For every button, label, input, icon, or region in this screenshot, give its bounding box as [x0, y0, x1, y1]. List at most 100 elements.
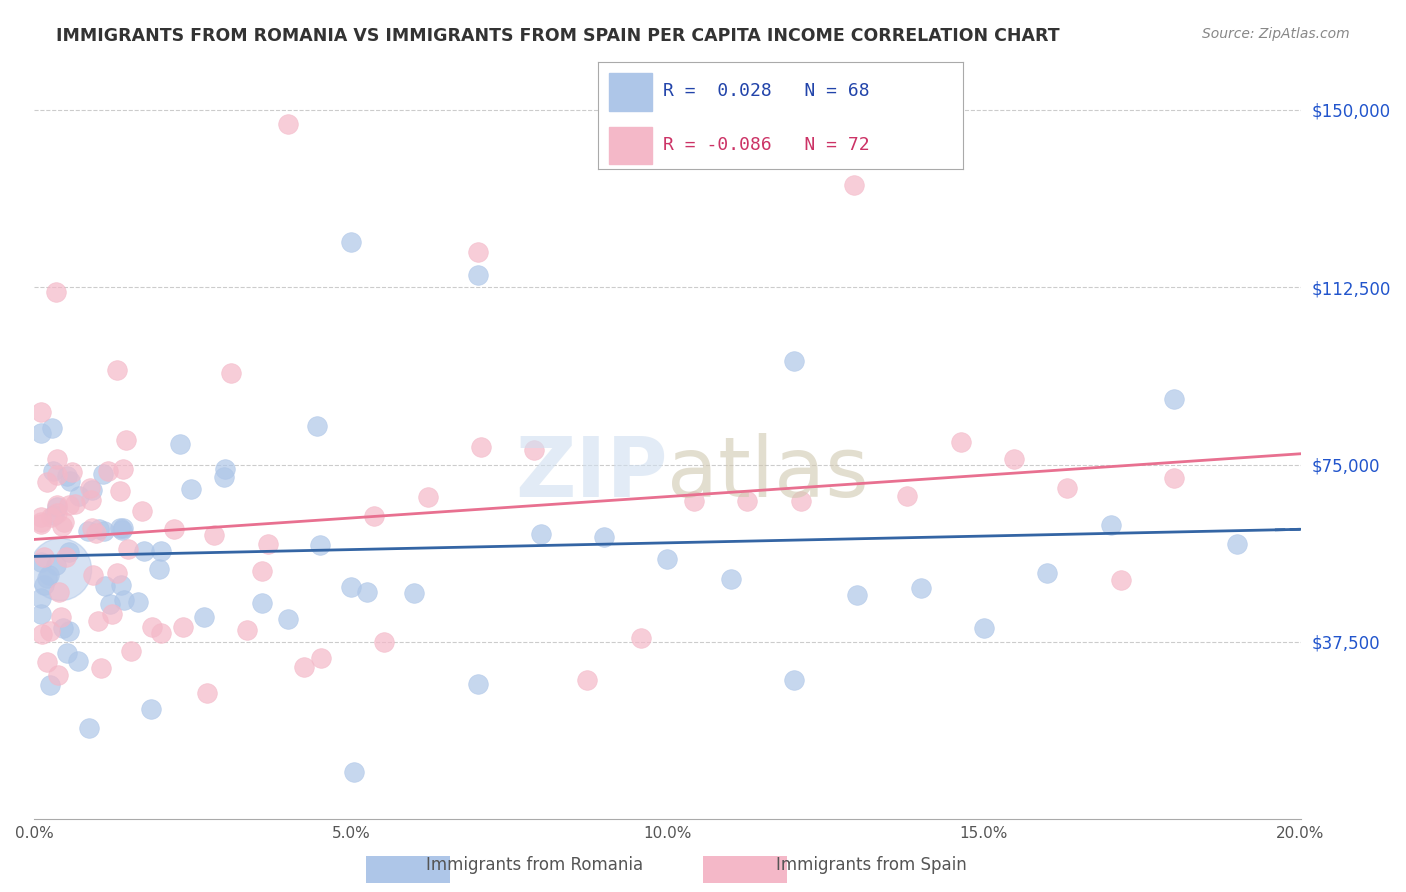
Point	[790, 494, 813, 508]
Point	[105, 566, 128, 580]
Point	[108, 483, 131, 498]
Point	[56, 469, 79, 483]
Point	[131, 504, 153, 518]
Point	[530, 527, 553, 541]
Point	[30, 515, 52, 529]
Point	[193, 610, 215, 624]
Point	[180, 482, 202, 496]
Point	[63, 497, 86, 511]
Text: R = -0.086   N = 72: R = -0.086 N = 72	[664, 136, 870, 153]
Point	[42, 464, 65, 478]
Point	[141, 620, 163, 634]
Point	[91, 467, 114, 481]
Point	[294, 659, 316, 673]
Point	[309, 651, 332, 665]
Point	[105, 363, 128, 377]
Point	[842, 178, 865, 193]
Point	[86, 614, 108, 628]
Point	[305, 419, 328, 434]
Point	[195, 686, 218, 700]
Point	[82, 483, 104, 497]
Point	[58, 545, 80, 559]
Text: atlas: atlas	[668, 433, 869, 514]
Point	[214, 469, 236, 483]
Point	[110, 578, 132, 592]
Point	[67, 489, 90, 503]
Point	[343, 765, 366, 780]
Point	[37, 656, 59, 670]
Point	[60, 465, 83, 479]
Point	[80, 493, 103, 508]
Point	[38, 568, 60, 582]
Point	[30, 555, 52, 569]
Point	[58, 624, 80, 638]
Point	[46, 468, 69, 483]
Point	[117, 541, 139, 556]
Point	[467, 244, 489, 259]
Point	[356, 585, 378, 599]
Point	[309, 538, 332, 552]
Point	[148, 562, 170, 576]
Point	[45, 451, 67, 466]
Point	[1036, 566, 1059, 580]
Point	[593, 530, 616, 544]
Point	[467, 677, 489, 691]
Point	[46, 506, 69, 520]
Point	[30, 426, 52, 441]
Point	[35, 475, 58, 490]
Point	[30, 405, 52, 419]
Point	[44, 558, 66, 573]
Point	[111, 523, 134, 537]
Point	[949, 435, 972, 450]
Point	[90, 660, 112, 674]
Point	[56, 647, 79, 661]
Point	[172, 620, 194, 634]
Point	[202, 528, 225, 542]
Point	[467, 268, 489, 283]
Point	[79, 481, 101, 495]
Point	[373, 635, 395, 649]
Point	[576, 673, 599, 687]
Point	[97, 465, 120, 479]
Point	[1056, 481, 1078, 495]
Text: R =  0.028   N = 68: R = 0.028 N = 68	[664, 82, 870, 100]
Point	[523, 443, 546, 458]
Text: IMMIGRANTS FROM ROMANIA VS IMMIGRANTS FROM SPAIN PER CAPITA INCOME CORRELATION C: IMMIGRANTS FROM ROMANIA VS IMMIGRANTS FR…	[56, 27, 1060, 45]
Point	[51, 519, 73, 533]
Point	[1163, 471, 1185, 485]
Point	[783, 673, 806, 687]
Point	[100, 607, 122, 621]
Point	[115, 433, 138, 447]
Point	[896, 489, 918, 503]
Point	[58, 498, 80, 512]
Point	[132, 544, 155, 558]
Point	[120, 644, 142, 658]
Point	[127, 595, 149, 609]
Point	[150, 626, 173, 640]
Point	[30, 516, 52, 531]
Point	[340, 580, 363, 594]
Point	[1099, 517, 1122, 532]
Point	[1163, 392, 1185, 406]
Point	[55, 549, 77, 564]
Point	[39, 624, 62, 638]
Point	[256, 537, 278, 551]
Text: ZIP: ZIP	[515, 433, 668, 514]
Point	[86, 526, 108, 541]
Point	[30, 591, 52, 606]
Point	[846, 588, 869, 602]
Point	[59, 475, 82, 489]
Point	[39, 678, 62, 692]
Point	[52, 621, 75, 635]
Point	[41, 510, 63, 524]
Point	[657, 551, 679, 566]
Point	[277, 612, 299, 626]
Point	[973, 620, 995, 634]
Point	[363, 508, 385, 523]
Point	[783, 353, 806, 368]
Point	[79, 722, 101, 736]
Point	[277, 117, 299, 131]
Point	[30, 510, 52, 524]
Point	[720, 572, 742, 586]
Point	[163, 523, 186, 537]
